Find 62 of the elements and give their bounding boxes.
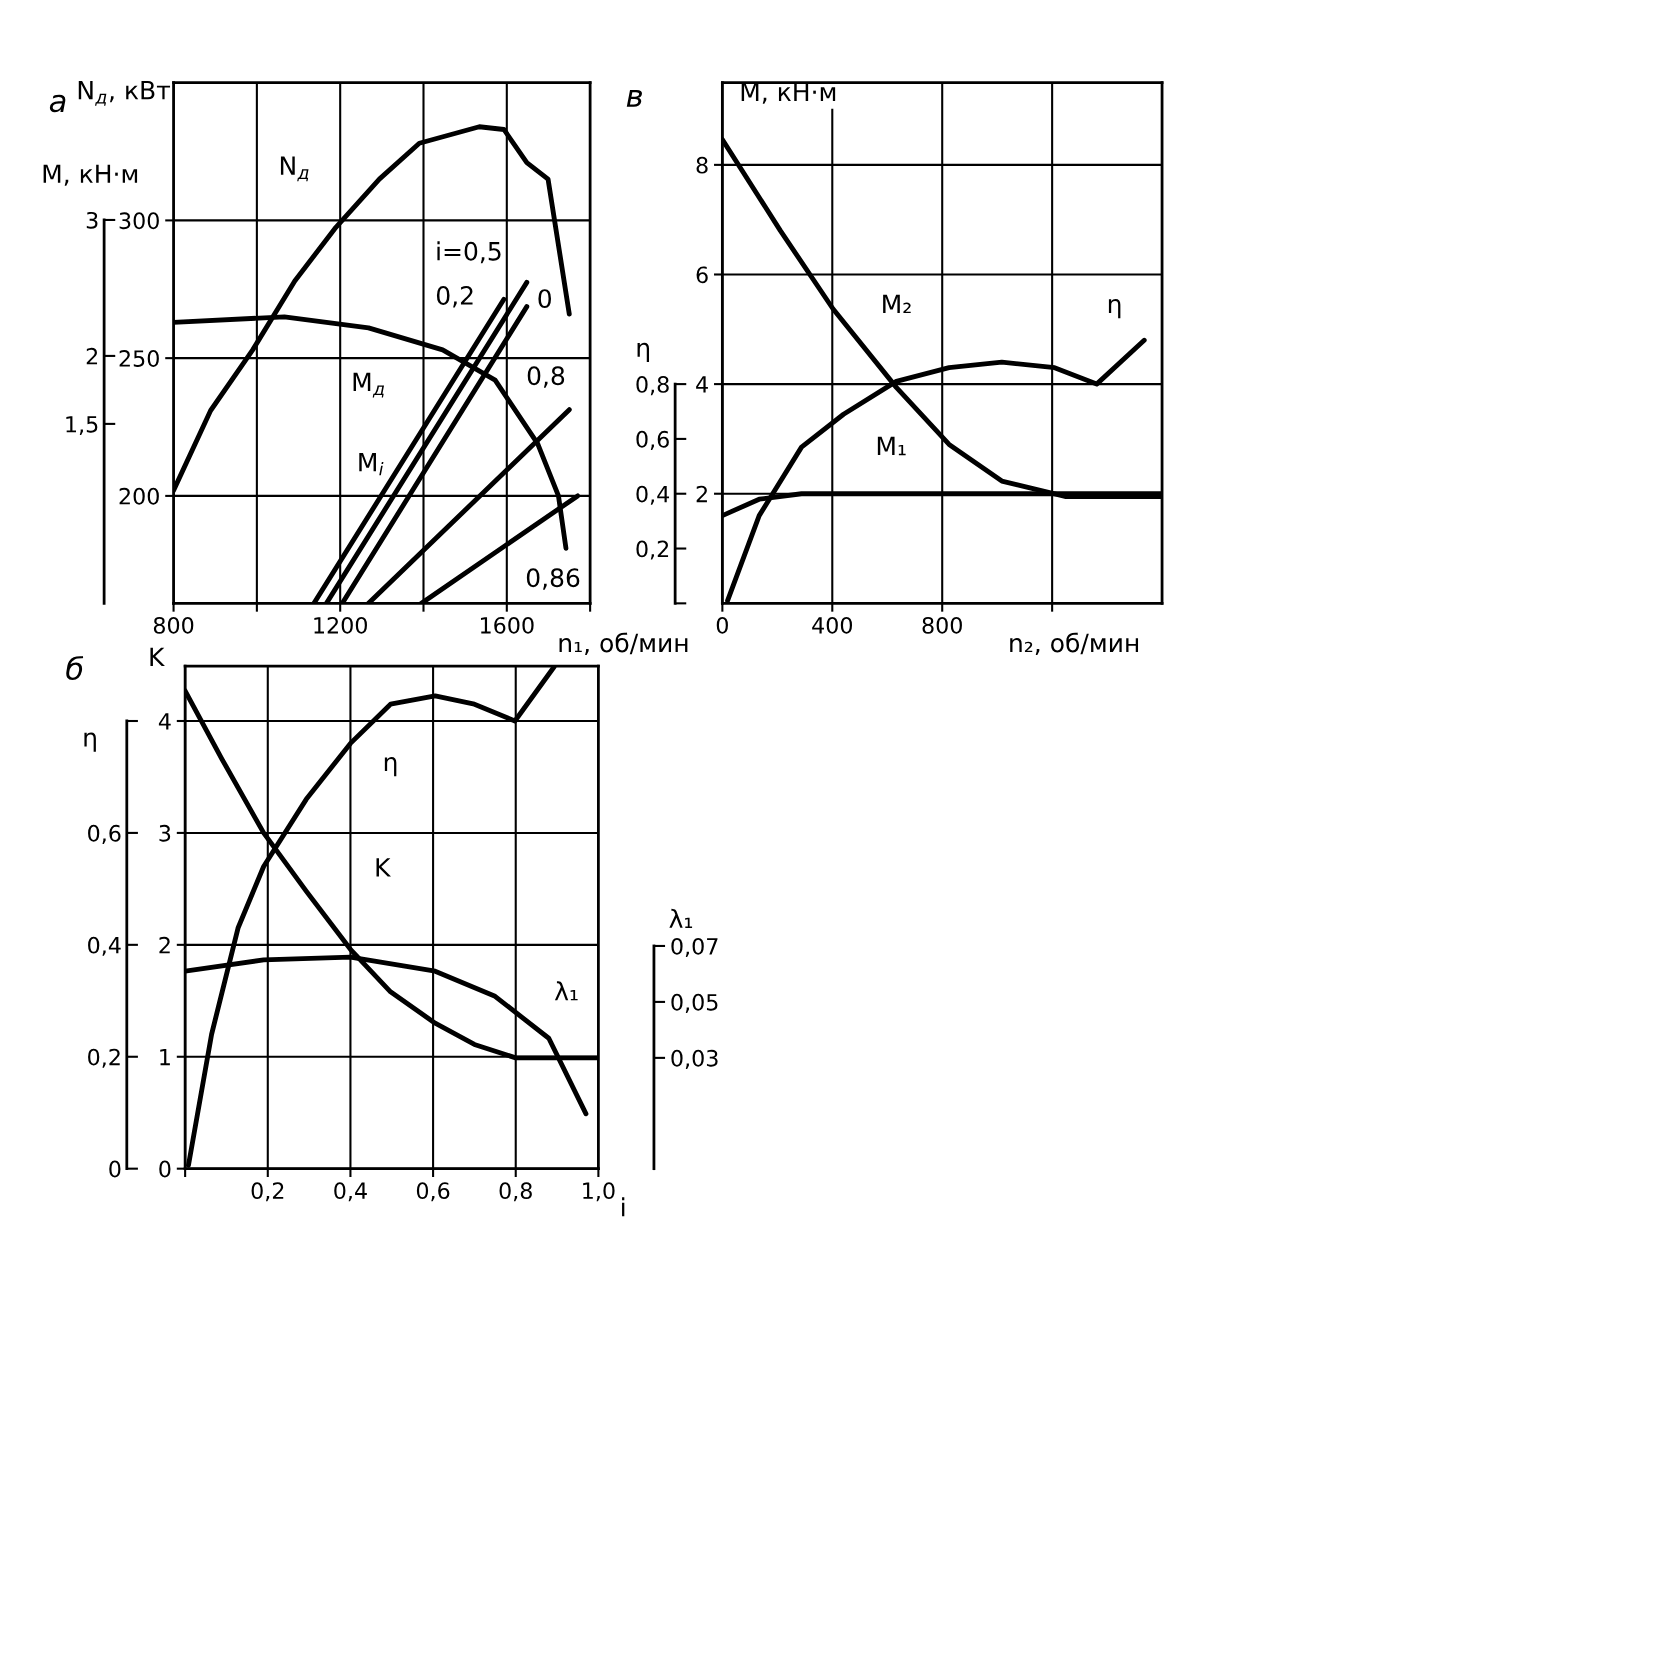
y-axis-title: N$_{д}$, кВт bbox=[78, 81, 171, 106]
x-tick-label: 0 bbox=[716, 616, 728, 634]
annotation: M$_{i}$ bbox=[359, 452, 384, 476]
y-tick-label: 6 bbox=[696, 266, 708, 284]
y-tick-label: 300 bbox=[119, 212, 159, 230]
annotation: K bbox=[376, 858, 391, 877]
y-axis-title: K bbox=[150, 647, 165, 666]
x-tick-label: 400 bbox=[812, 616, 853, 634]
y2-tick-label: 3 bbox=[86, 211, 98, 229]
x-tick-label: 0,6 bbox=[416, 1182, 450, 1202]
annotation: λ₁ bbox=[554, 981, 578, 1001]
y-tick-label: 250 bbox=[119, 350, 159, 367]
y2-tick-label: 2 bbox=[86, 347, 98, 365]
annotation: η bbox=[1108, 298, 1121, 319]
x-tick-label: 0,8 bbox=[499, 1182, 532, 1202]
y3-tick-label: 0,07 bbox=[671, 937, 718, 957]
y2-tick-label: 0,2 bbox=[88, 1048, 120, 1068]
y2-tick-label: 0,6 bbox=[88, 824, 121, 844]
y-tick-label: 3 bbox=[159, 824, 171, 842]
annotation: i=0,5 bbox=[437, 241, 501, 264]
annotation: 0,2 bbox=[436, 286, 473, 308]
y2-tick-label: 0,4 bbox=[88, 936, 121, 956]
y-tick-label: 0 bbox=[159, 1160, 171, 1178]
chart-title: в bbox=[626, 89, 642, 107]
y-tick-label: 4 bbox=[158, 713, 171, 730]
y3-tick-label: 0,03 bbox=[671, 1049, 718, 1069]
y2-axis-title: M, кН·м bbox=[43, 164, 138, 186]
annotation: 0,86 bbox=[526, 568, 580, 590]
x-tick-label: 800 bbox=[922, 616, 962, 634]
y-tick-label: 1 bbox=[160, 1048, 170, 1066]
y3-tick-label: 0,05 bbox=[671, 993, 718, 1013]
y2-tick-label: 0,4 bbox=[636, 485, 670, 505]
annotation: η bbox=[384, 757, 397, 777]
annotation: 0 bbox=[538, 289, 552, 309]
annotation: M$_{д}$ bbox=[353, 372, 385, 398]
x-tick-label: 0,2 bbox=[251, 1182, 284, 1202]
chart-title: а bbox=[49, 94, 66, 113]
y-tick-label: 8 bbox=[696, 156, 708, 174]
x-tick-label: 1600 bbox=[480, 616, 534, 634]
annotation: N$_{д}$ bbox=[280, 156, 309, 182]
y-tick-label: 2 bbox=[696, 485, 707, 503]
x-axis-title: i bbox=[622, 1197, 625, 1217]
y-tick-label: 2 bbox=[159, 936, 170, 954]
annotation: M₂ bbox=[883, 294, 911, 314]
x-tick-label: 0,4 bbox=[334, 1182, 367, 1202]
y-tick-label: 200 bbox=[119, 487, 159, 505]
x-tick-label: 800 bbox=[153, 616, 194, 634]
x-tick-label: 1200 bbox=[314, 616, 367, 634]
y2-tick-label: 0,6 bbox=[636, 430, 669, 450]
y3-axis-title: λ₁ bbox=[669, 908, 693, 928]
y2-axis-title: η bbox=[84, 732, 96, 752]
x-axis-title: n₁, об/мин bbox=[559, 632, 688, 655]
y2-axis-title: η bbox=[637, 342, 650, 362]
y2-tick-label: 0,2 bbox=[636, 540, 669, 560]
y-tick-label: 4 bbox=[696, 376, 708, 393]
x-tick-label: 1,0 bbox=[583, 1182, 615, 1202]
y2-tick-label: 0,8 bbox=[636, 376, 669, 396]
x-axis-title: n₂, об/мин bbox=[1010, 632, 1139, 655]
annotation: 0,8 bbox=[527, 366, 565, 388]
chart-title: б bbox=[66, 655, 84, 681]
y2-tick-label: 1,5 bbox=[66, 416, 98, 435]
annotation: M₁ bbox=[877, 436, 906, 456]
